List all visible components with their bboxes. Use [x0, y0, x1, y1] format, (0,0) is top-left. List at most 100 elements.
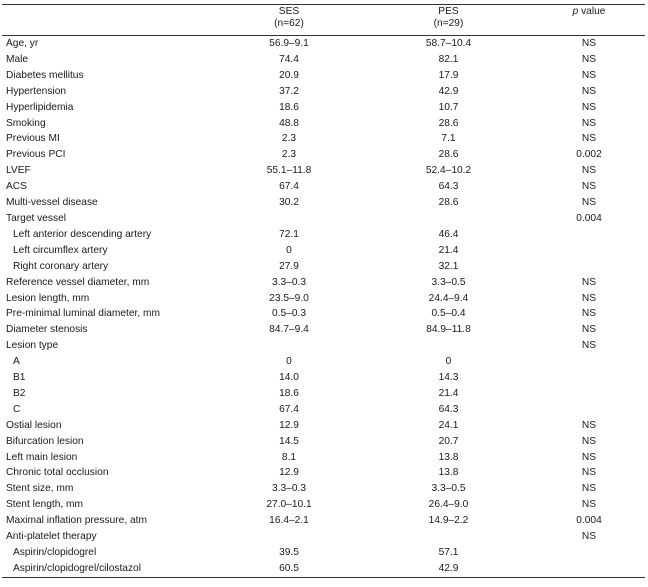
row-ses-value: 60.5: [224, 560, 364, 578]
table-row: Left anterior descending artery 72.1 46.4: [2, 227, 645, 243]
row-p-value: [533, 370, 645, 386]
header-pes: PES (n=29): [364, 4, 533, 36]
row-pes-value: [364, 338, 533, 354]
row-label: Maximal inflation pressure, atm: [6, 515, 147, 527]
table-row: Left circumflex artery 0 21.4: [2, 243, 645, 259]
row-ses-value: 23.5–9.0: [269, 292, 309, 304]
row-pes-value: 32.1: [438, 260, 459, 272]
row-pes-value: 28.6: [438, 197, 459, 209]
row-p-value: NS: [581, 483, 597, 495]
row-ses-value: 30.2: [279, 197, 299, 209]
row-ses-value: 12.9: [279, 467, 299, 479]
table-row: Multi-vessel disease 30.2 28.6 NS: [2, 195, 645, 211]
row-p-value: NS: [581, 85, 597, 97]
row-pes-value: 0: [445, 356, 452, 368]
table-header: SES (n=62) PES (n=29) p value: [2, 4, 645, 36]
row-ses-value: 14.0: [279, 372, 299, 384]
row-ses-value: 0.5–0.3: [272, 308, 306, 320]
row-pes-value: 64.3: [438, 181, 459, 193]
row-label: Hypertension: [6, 85, 67, 97]
row-pes-value: 21.4: [438, 387, 459, 399]
table-row: B1 14.0 14.3: [2, 370, 645, 386]
row-pes-value: 13.8: [438, 451, 459, 463]
row-pes-value: 24.4–9.4: [428, 292, 469, 304]
row-p-value: NS: [581, 276, 597, 288]
table-row: Diameter stenosis 84.7–9.4 84.9–11.8 NS: [2, 322, 645, 338]
row-p-value: [533, 402, 645, 418]
row-pes-value: 3.3–0.5: [431, 276, 466, 288]
row-pes-value: 3.3–0.5: [431, 483, 466, 495]
row-label: Aspirin/clopidogrel: [13, 547, 97, 558]
row-label: Ostial lesion: [6, 419, 62, 431]
row-p-value: NS: [581, 181, 597, 193]
header-pes-n: (n=29): [433, 18, 464, 29]
row-ses-value: 20.9: [279, 69, 299, 81]
row-label: Hyperlipidemia: [6, 101, 74, 113]
table-body: Age, yr 56.9–9.1 58.7–10.4 NS Male 74.4 82.1 NS…: [2, 36, 645, 578]
header-ses-n: (n=62): [274, 18, 304, 29]
row-p-value: [533, 227, 645, 243]
table-row: Left main lesion 8.1 13.8 NS: [2, 450, 645, 466]
table-row: C 67.4 64.3: [2, 402, 645, 418]
row-p-value: 0.004: [576, 515, 602, 527]
row-label: Left circumflex artery: [13, 244, 108, 256]
row-label: Right coronary artery: [13, 260, 109, 272]
row-pes-value: 26.4–9.0: [428, 499, 469, 511]
row-label: Anti-platelet therapy: [6, 531, 97, 543]
header-label-cell: [2, 4, 224, 36]
row-ses-value: 16.4–2.1: [269, 515, 309, 527]
row-p-value: NS: [581, 324, 597, 336]
row-ses-value: 18.6: [279, 101, 299, 113]
row-p-value: NS: [581, 117, 597, 129]
row-label: Lesion type: [6, 340, 59, 352]
row-p-value: NS: [581, 197, 597, 209]
row-ses-value: 39.5: [279, 547, 299, 558]
row-p-value: [533, 545, 645, 561]
row-pes-value: 13.8: [438, 467, 459, 479]
row-label: Smoking: [6, 117, 46, 129]
row-ses-value: 14.5: [279, 435, 299, 447]
row-label: LVEF: [6, 165, 31, 177]
table-row: Male 74.4 82.1 NS: [2, 52, 645, 68]
row-label: Male: [6, 53, 29, 65]
row-label: Left anterior descending artery: [13, 228, 152, 240]
table-row: Stent length, mm 27.0–10.1 26.4–9.0 NS: [2, 497, 645, 513]
row-p-value: NS: [581, 69, 597, 81]
row-ses-value: 2.3: [281, 149, 297, 161]
row-label: A: [13, 356, 20, 368]
row-pes-value: 64.3: [438, 403, 459, 415]
row-p-value: [533, 386, 645, 402]
row-pes-value: 14.3: [438, 372, 459, 384]
row-p-value: [533, 259, 645, 275]
header-rule: [2, 35, 645, 36]
table-row: Bifurcation lesion 14.5 20.7 NS: [2, 434, 645, 450]
row-pes-value: 14.9–2.2: [428, 515, 469, 527]
table-row: Age, yr 56.9–9.1 58.7–10.4 NS: [2, 36, 645, 52]
table-row: Maximal inflation pressure, atm 16.4–2.1 1…: [2, 513, 645, 529]
row-label: Previous MI: [6, 133, 60, 145]
table-row: B2 18.6 21.4: [2, 386, 645, 402]
row-label: Aspirin/clopidogrel/cilostazol: [2, 560, 224, 578]
row-ses-value: 67.4: [279, 403, 299, 415]
row-p-value: NS: [581, 467, 597, 479]
row-p-value: NS: [581, 340, 597, 352]
row-pes-value: 82.1: [438, 53, 459, 65]
row-ses-value: 27.9: [279, 260, 299, 272]
row-p-value: 0.002: [576, 149, 602, 161]
row-p-value: [533, 243, 645, 259]
table-row: Diabetes mellitus 20.9 17.9 NS: [2, 68, 645, 84]
row-ses-value: 0: [286, 244, 292, 256]
row-label: C: [13, 403, 21, 415]
row-pes-value: 46.4: [438, 228, 459, 240]
row-pes-value: 58.7–10.4: [425, 38, 472, 49]
row-pes-value: 17.9: [438, 69, 459, 81]
row-pes-value: 20.7: [438, 435, 459, 447]
row-ses-value: 3.3–0.3: [272, 276, 306, 288]
row-label: Target vessel: [6, 212, 67, 224]
table-row: Target vessel 0.004: [2, 211, 645, 227]
row-pes-value: 42.9: [364, 560, 533, 578]
row-p-value: NS: [581, 419, 597, 431]
row-label: Previous PCI: [6, 149, 66, 161]
row-label: ACS: [6, 181, 27, 193]
row-p-value: [533, 560, 645, 578]
